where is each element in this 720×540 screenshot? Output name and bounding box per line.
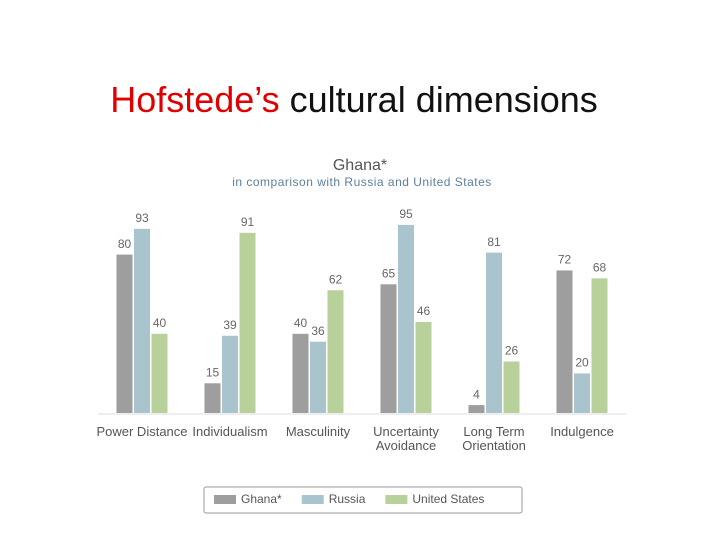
legend-swatch xyxy=(301,495,324,504)
value-label: 36 xyxy=(311,324,325,338)
x-tick-label: Uncertainty Avoidance xyxy=(373,424,439,453)
bar xyxy=(398,224,414,413)
bar xyxy=(591,278,608,413)
bar xyxy=(468,405,485,413)
title-highlight: Hofstede’s xyxy=(110,79,279,120)
slide-title: Hofstede’s cultural dimensions xyxy=(110,79,598,120)
value-label: 40 xyxy=(294,316,308,330)
value-label: 65 xyxy=(382,266,396,280)
value-label: 81 xyxy=(487,235,501,249)
legend-label: United States xyxy=(412,492,484,506)
value-label: 72 xyxy=(558,253,572,267)
legend-label: Russia xyxy=(329,492,366,506)
value-label: 20 xyxy=(575,356,589,370)
legend-swatch xyxy=(214,495,236,504)
x-tick-label: Indulgence xyxy=(550,424,614,439)
x-tick-label: Long Term Orientation xyxy=(462,424,526,453)
title-rest: cultural dimensions xyxy=(290,79,598,120)
chart-subtitle: in comparison with Russia and United Sta… xyxy=(232,175,492,189)
bar xyxy=(574,373,590,413)
value-label: 39 xyxy=(223,318,237,332)
value-label: 80 xyxy=(118,237,132,251)
value-label: 40 xyxy=(153,316,167,330)
bar xyxy=(503,361,520,413)
bar xyxy=(486,252,502,413)
value-label: 4 xyxy=(473,387,480,401)
bar xyxy=(556,270,573,413)
bar xyxy=(151,333,168,413)
value-label: 91 xyxy=(241,215,255,229)
x-tick-label: Individualism xyxy=(192,424,268,439)
x-tick-label: Power Distance xyxy=(96,424,188,439)
bar xyxy=(204,383,221,413)
value-label: 93 xyxy=(135,211,149,225)
value-label: 15 xyxy=(206,365,220,379)
bar xyxy=(292,333,309,413)
bar xyxy=(380,284,397,413)
bar xyxy=(116,254,133,413)
bar xyxy=(222,335,238,413)
x-tick-label: Masculinity xyxy=(285,424,351,439)
value-label: 26 xyxy=(505,344,519,358)
legend-swatch xyxy=(385,495,408,504)
value-label: 95 xyxy=(399,207,413,221)
bar xyxy=(134,228,150,413)
chart-title: Ghana* xyxy=(333,157,387,174)
bar xyxy=(310,341,326,413)
legend-label: Ghana* xyxy=(241,492,282,506)
bar xyxy=(415,321,432,413)
value-label: 62 xyxy=(329,272,343,286)
value-label: 46 xyxy=(417,304,431,318)
value-label: 68 xyxy=(593,261,607,275)
bar xyxy=(327,290,344,413)
bar xyxy=(239,232,256,413)
legend-box xyxy=(203,486,523,514)
